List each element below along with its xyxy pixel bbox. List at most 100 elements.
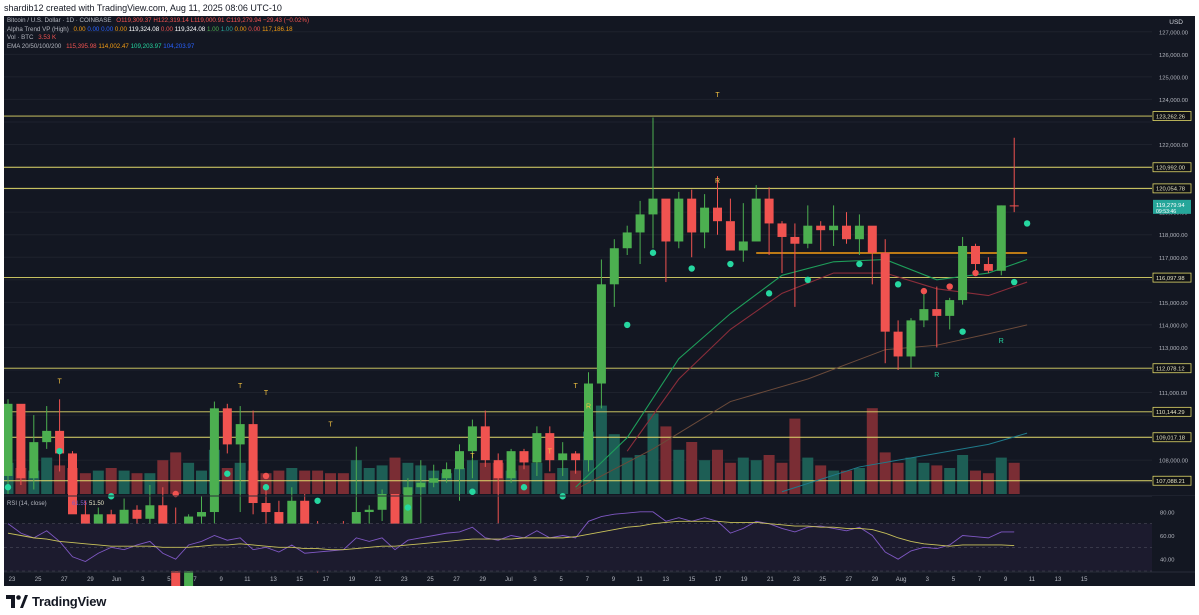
- candle-body: [416, 482, 426, 488]
- legend-alpha-row[interactable]: Alpha Trend VP (High) 0.00 0.00 0.00 0.0…: [7, 26, 309, 35]
- volume-bar: [660, 426, 672, 494]
- price-tick: 111,000.00: [1159, 391, 1187, 397]
- time-tick: 19: [741, 577, 748, 583]
- time-tick: 17: [715, 577, 722, 583]
- price-tick: 114,000.00: [1159, 323, 1188, 329]
- volume-bar: [776, 462, 788, 494]
- candle-body: [983, 264, 993, 271]
- candle-body: [854, 225, 864, 240]
- alpha-dot: [856, 260, 863, 268]
- legend-vol-row[interactable]: Vol · BTC 3.53 K: [7, 34, 309, 43]
- ema-50-line: [626, 272, 1028, 452]
- currency-label[interactable]: USD: [1169, 19, 1183, 26]
- candle-body: [932, 309, 942, 316]
- candle-body: [4, 403, 13, 476]
- candle-body: [842, 225, 851, 240]
- volume-bar: [118, 470, 130, 494]
- volume-bar: [957, 455, 969, 494]
- vol-value: 3.53 K: [38, 34, 57, 41]
- time-tick: 13: [662, 577, 669, 583]
- alpha-v4: 119,324.08: [128, 25, 160, 33]
- candle-body: [777, 223, 787, 237]
- level-label-box: [1152, 475, 1192, 486]
- volume-bar: [389, 457, 401, 494]
- level-label-box: [1152, 272, 1192, 283]
- rsi-line: [7, 511, 1015, 563]
- candle-body: [55, 430, 65, 454]
- candle-body: [803, 225, 813, 244]
- time-tick: 23: [401, 577, 408, 583]
- price-tick: 125,000.00: [1159, 75, 1188, 81]
- candle-body: [467, 426, 477, 452]
- candle-body: [880, 252, 890, 332]
- price-tick: 126,000.00: [1159, 53, 1188, 59]
- volume-bar: [828, 470, 840, 494]
- candle-body: [725, 221, 735, 251]
- candle-body: [442, 469, 452, 479]
- level-label: 120,054.78: [1156, 187, 1185, 193]
- volume-bar: [325, 473, 336, 494]
- volume-bar: [183, 462, 195, 494]
- time-tick: 27: [61, 577, 68, 583]
- volume-bar: [299, 470, 311, 494]
- candle-body: [197, 512, 206, 517]
- time-tick: 3: [141, 577, 145, 583]
- time-tick: 29: [87, 577, 94, 583]
- price-tick: 113,000.00: [1159, 346, 1188, 352]
- volume-bar: [337, 473, 349, 494]
- countdown: 09:53:46: [1156, 209, 1176, 215]
- candle-body: [42, 430, 52, 443]
- marker-r: R: [715, 178, 720, 185]
- price-tick: 115,000.00: [1159, 301, 1188, 307]
- candle-body: [816, 225, 826, 231]
- alpha-v2: 0.00: [101, 25, 114, 33]
- tradingview-logo[interactable]: TradingView: [6, 594, 106, 609]
- candle-body: [261, 503, 271, 513]
- ema-name[interactable]: EMA 20/50/100/200: [7, 42, 62, 50]
- candle-body: [274, 512, 284, 528]
- marker-t: T: [548, 448, 553, 455]
- candle-body: [16, 403, 26, 479]
- candle-body: [429, 478, 439, 483]
- legend-symbol-row[interactable]: Bitcoin / U.S. Dollar · 1D · COINBASE O1…: [7, 17, 309, 26]
- volume-bar: [144, 473, 156, 494]
- volume-bar: [982, 473, 994, 494]
- level-label-box: [1152, 111, 1192, 121]
- price-chart[interactable]: T T T T T T T T R R R R 127,000.00 126,000.00 125,000…: [4, 16, 1195, 586]
- rsi-tick: 80.00: [1160, 510, 1175, 516]
- candle-body: [480, 426, 490, 461]
- ema-200-line: [781, 432, 1028, 493]
- marker-t: T: [470, 453, 475, 460]
- time-tick: 9: [1004, 577, 1008, 583]
- volume-bar: [131, 473, 143, 494]
- legend-ema-row[interactable]: EMA 20/50/100/200 115,395.98 114,002.47 …: [7, 43, 309, 52]
- alpha-name[interactable]: Alpha Trend VP (High): [7, 25, 69, 33]
- volume-bar: [789, 418, 801, 494]
- chart-frame[interactable]: Bitcoin / U.S. Dollar · 1D · COINBASE O1…: [4, 16, 1195, 586]
- marker-t: T: [264, 390, 269, 397]
- alpha-dot: [262, 484, 270, 491]
- ema-v1: 114,002.47: [98, 42, 129, 50]
- alpha-v5: 0.00: [160, 25, 173, 33]
- volume-bar: [595, 405, 607, 494]
- alpha-dot: [1011, 278, 1018, 286]
- alpha-dot: [649, 249, 657, 256]
- alpha-dot: [4, 484, 12, 491]
- caption-bar: shardib12 created with TradingView.com, …: [0, 0, 1199, 16]
- candle-body: [364, 509, 374, 513]
- candle-body: [158, 505, 168, 542]
- candle-body: [222, 408, 232, 445]
- volume-bar: [995, 457, 1007, 494]
- tradingview-icon: [6, 594, 28, 608]
- level-label-box: [1152, 162, 1192, 173]
- alpha-v1: 0.00: [87, 25, 100, 33]
- volume-bar: [273, 470, 285, 494]
- time-tick: 23: [9, 577, 16, 583]
- candle-body: [558, 453, 568, 461]
- alpha-dot: [624, 321, 631, 329]
- alpha-dot: [314, 497, 321, 504]
- price-tick: 124,000.00: [1159, 98, 1188, 104]
- vol-name[interactable]: Vol · BTC: [7, 34, 34, 41]
- symbol-name[interactable]: Bitcoin / U.S. Dollar · 1D · COINBASE: [7, 17, 112, 24]
- volume-bar: [518, 465, 530, 494]
